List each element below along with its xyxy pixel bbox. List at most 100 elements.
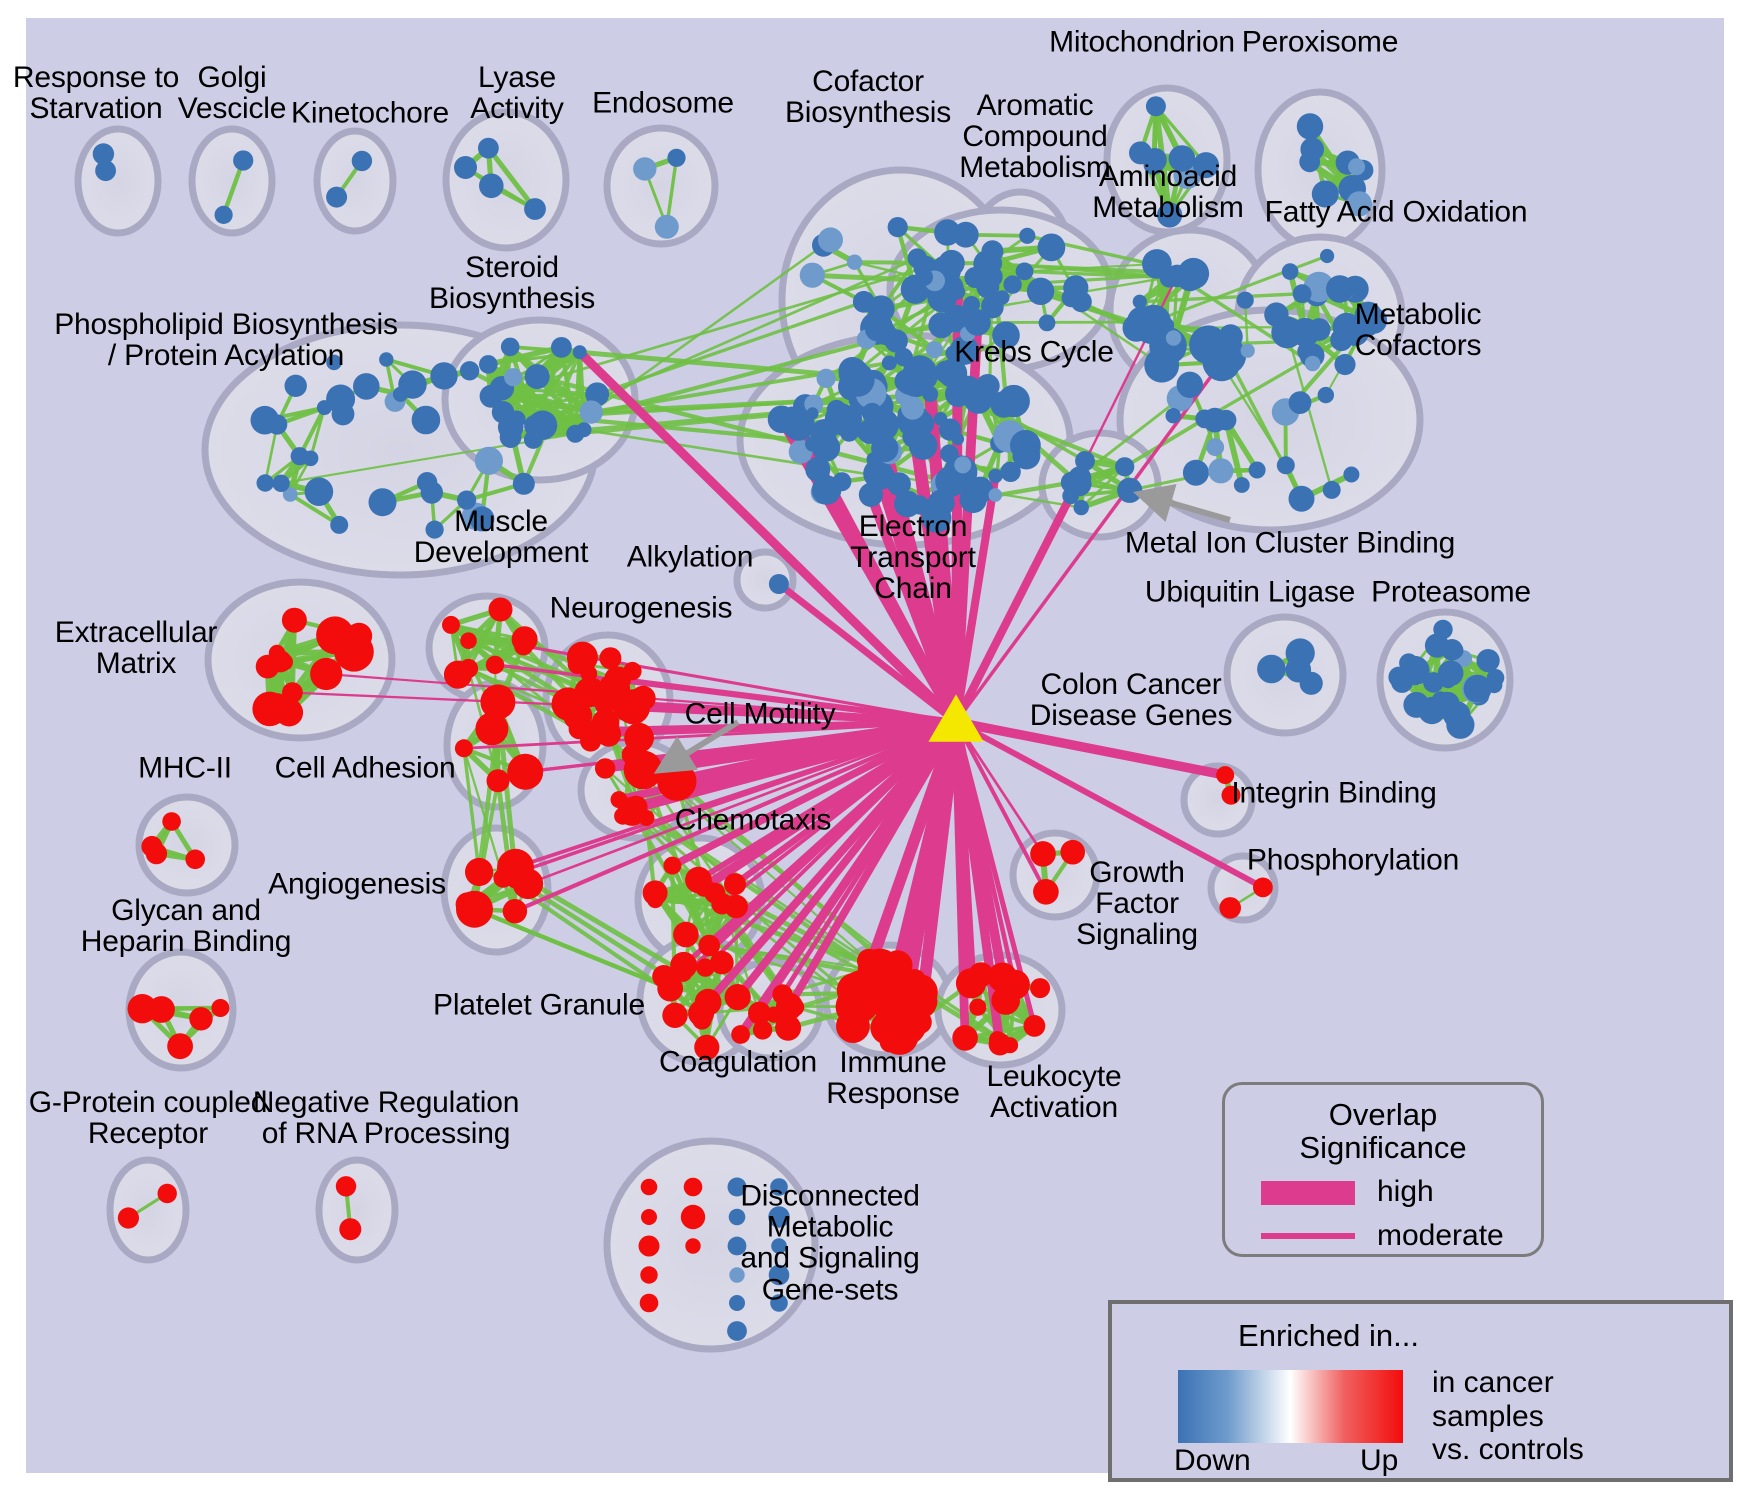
gene-set-node[interactable] — [127, 994, 157, 1024]
gene-set-node[interactable] — [420, 481, 443, 504]
gene-set-node[interactable] — [846, 254, 863, 270]
gene-set-node[interactable] — [351, 150, 373, 172]
gene-set-node[interactable] — [724, 984, 751, 1011]
gene-set-node[interactable] — [368, 488, 397, 517]
disconnected-node-up[interactable] — [638, 1235, 660, 1257]
gene-set-node[interactable] — [874, 322, 897, 346]
gene-set-node[interactable] — [926, 341, 943, 359]
gene-set-node[interactable] — [1221, 785, 1241, 805]
gene-set-node[interactable] — [657, 975, 684, 1002]
gene-set-node[interactable] — [870, 1011, 904, 1045]
gene-set-node[interactable] — [852, 290, 875, 313]
gene-set-node[interactable] — [832, 472, 852, 492]
gene-set-node[interactable] — [211, 999, 230, 1017]
gene-set-node[interactable] — [214, 205, 233, 224]
gene-set-node[interactable] — [1219, 897, 1241, 919]
disconnected-node-up[interactable] — [685, 1238, 701, 1254]
gene-set-node[interactable] — [485, 655, 505, 675]
disconnected-node-down[interactable] — [728, 1208, 746, 1226]
gene-set-node[interactable] — [469, 506, 495, 532]
gene-set-node[interactable] — [818, 227, 843, 253]
disconnected-node-down[interactable] — [768, 1264, 790, 1286]
disconnected-node-up[interactable] — [639, 1293, 659, 1313]
gene-set-node[interactable] — [1195, 409, 1215, 429]
gene-set-node[interactable] — [339, 1218, 362, 1241]
gene-set-node[interactable] — [922, 386, 939, 403]
gene-set-node[interactable] — [1218, 324, 1243, 349]
gene-set-node[interactable] — [1334, 353, 1356, 376]
gene-set-node[interactable] — [987, 962, 1018, 993]
gene-set-node[interactable] — [694, 1034, 720, 1060]
gene-set-node[interactable] — [673, 921, 699, 948]
gene-set-node[interactable] — [685, 866, 712, 894]
gene-set-node[interactable] — [272, 474, 290, 492]
gene-set-node[interactable] — [579, 400, 603, 424]
gene-set-node[interactable] — [95, 160, 116, 182]
gene-set-node[interactable] — [909, 495, 930, 515]
gene-set-node[interactable] — [458, 658, 479, 679]
gene-set-node[interactable] — [1019, 227, 1036, 244]
gene-set-node[interactable] — [694, 988, 722, 1016]
gene-set-node[interactable] — [455, 892, 480, 917]
gene-set-node[interactable] — [1145, 96, 1166, 117]
gene-set-node[interactable] — [1115, 457, 1135, 477]
gene-set-node[interactable] — [454, 156, 477, 179]
gene-set-node[interactable] — [1073, 499, 1089, 516]
gene-set-node[interactable] — [585, 382, 610, 407]
gene-set-node[interactable] — [353, 373, 380, 400]
gene-set-node[interactable] — [907, 248, 928, 268]
cluster-ellipse-negative-regulation-rna[interactable] — [315, 1156, 399, 1264]
gene-set-node[interactable] — [524, 198, 546, 220]
gene-set-node[interactable] — [855, 423, 871, 439]
gene-set-node[interactable] — [1177, 257, 1210, 290]
gene-set-node[interactable] — [654, 214, 679, 239]
disconnected-node-down[interactable] — [768, 1206, 790, 1228]
disconnected-node-up[interactable] — [640, 1266, 658, 1284]
gene-set-node[interactable] — [945, 345, 961, 361]
disconnected-node-down[interactable] — [770, 1294, 788, 1312]
gene-set-node[interactable] — [512, 472, 535, 495]
gene-set-node[interactable] — [282, 487, 298, 502]
gene-set-node[interactable] — [507, 753, 544, 790]
disconnected-node-down[interactable] — [727, 1177, 747, 1197]
gene-set-node[interactable] — [928, 312, 955, 339]
gene-set-node[interactable] — [457, 490, 477, 510]
gene-set-node[interactable] — [1476, 649, 1500, 673]
gene-set-node[interactable] — [465, 857, 494, 887]
gene-set-node[interactable] — [598, 674, 625, 701]
gene-set-node[interactable] — [599, 647, 622, 670]
gene-set-node[interactable] — [955, 968, 987, 999]
gene-set-node[interactable] — [478, 137, 499, 159]
gene-set-node[interactable] — [1132, 294, 1147, 309]
gene-set-node[interactable] — [1346, 191, 1372, 217]
gene-set-node[interactable] — [887, 217, 908, 238]
gene-set-node[interactable] — [840, 362, 875, 397]
gene-set-node[interactable] — [331, 402, 355, 426]
disconnected-node-down[interactable] — [729, 1267, 745, 1283]
gene-set-node[interactable] — [1003, 275, 1022, 294]
gene-set-node[interactable] — [1288, 485, 1315, 512]
gene-set-node[interactable] — [504, 368, 523, 387]
gene-set-node[interactable] — [731, 1025, 750, 1044]
cluster-ellipse-kinetochore[interactable] — [313, 127, 397, 235]
gene-set-node[interactable] — [662, 1002, 688, 1028]
gene-set-node[interactable] — [610, 791, 628, 809]
gene-set-node[interactable] — [1424, 633, 1450, 658]
gene-set-node[interactable] — [335, 1176, 357, 1197]
gene-set-node[interactable] — [623, 661, 642, 681]
gene-set-node[interactable] — [973, 250, 1002, 278]
gene-set-node[interactable] — [952, 1025, 978, 1051]
cluster-ellipse-lyase-activity[interactable] — [442, 108, 570, 252]
gene-set-node[interactable] — [784, 406, 800, 422]
gene-set-node[interactable] — [167, 1033, 194, 1060]
gene-set-node[interactable] — [486, 717, 508, 739]
gene-set-node[interactable] — [486, 769, 510, 793]
gene-set-node[interactable] — [1360, 307, 1388, 334]
gene-set-node[interactable] — [497, 848, 534, 886]
gene-set-node[interactable] — [881, 355, 897, 371]
gene-set-node[interactable] — [954, 456, 972, 474]
gene-set-node[interactable] — [887, 472, 911, 496]
disconnected-node-up[interactable] — [680, 1204, 706, 1230]
gene-set-node[interactable] — [927, 489, 955, 517]
gene-set-node[interactable] — [1253, 877, 1273, 898]
